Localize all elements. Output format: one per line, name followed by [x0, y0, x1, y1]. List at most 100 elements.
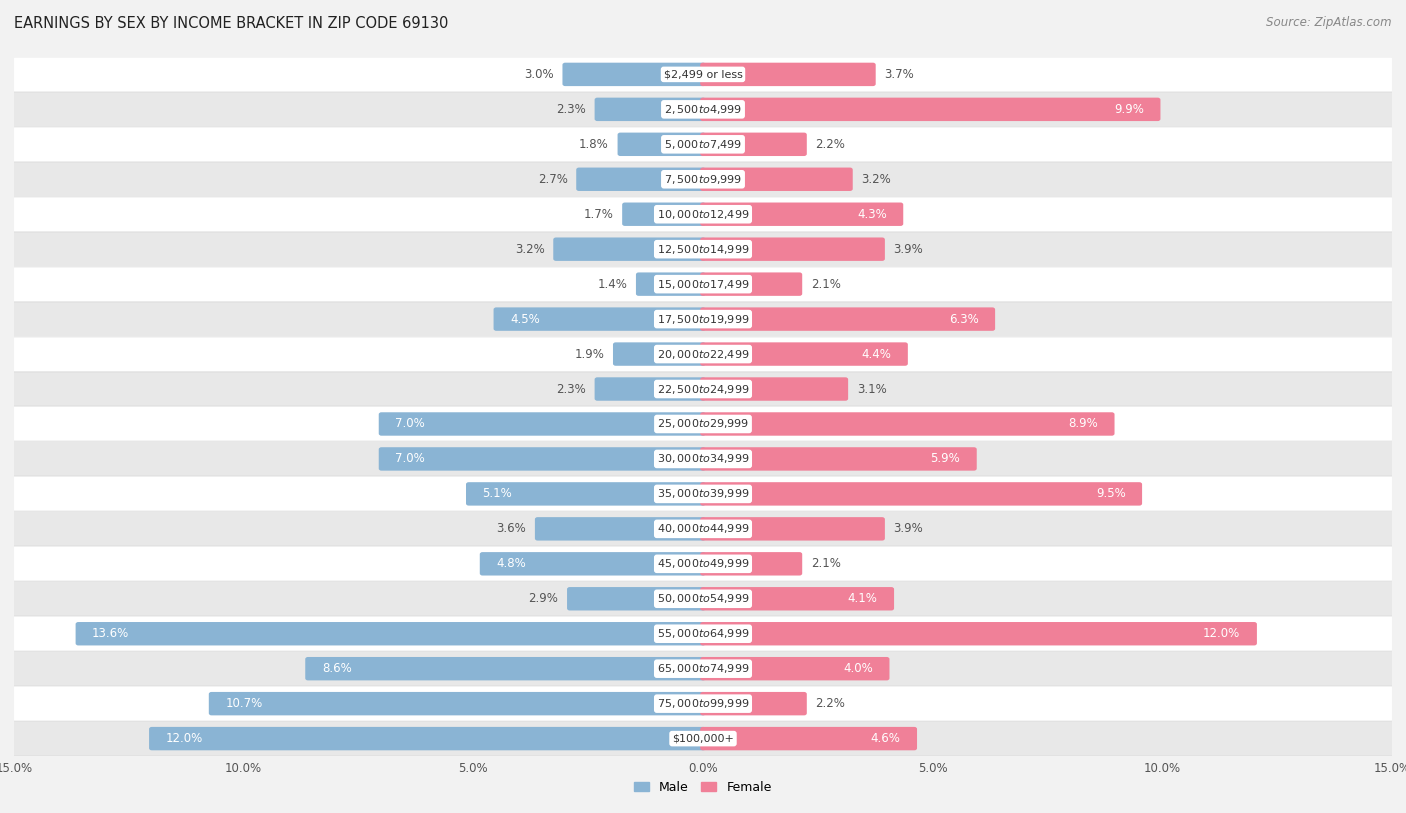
Text: 7.0%: 7.0%	[395, 418, 425, 430]
Text: 2.9%: 2.9%	[529, 593, 558, 605]
FancyBboxPatch shape	[14, 232, 1392, 267]
FancyBboxPatch shape	[700, 517, 884, 541]
FancyBboxPatch shape	[14, 651, 1392, 686]
Text: 2.2%: 2.2%	[815, 138, 845, 150]
Text: 3.2%: 3.2%	[862, 173, 891, 185]
Text: 2.1%: 2.1%	[811, 558, 841, 570]
FancyBboxPatch shape	[305, 657, 706, 680]
Text: 8.9%: 8.9%	[1069, 418, 1098, 430]
FancyBboxPatch shape	[14, 57, 1392, 92]
Text: EARNINGS BY SEX BY INCOME BRACKET IN ZIP CODE 69130: EARNINGS BY SEX BY INCOME BRACKET IN ZIP…	[14, 16, 449, 31]
FancyBboxPatch shape	[534, 517, 706, 541]
FancyBboxPatch shape	[567, 587, 706, 611]
Text: $2,499 or less: $2,499 or less	[664, 69, 742, 80]
Text: $5,000 to $7,499: $5,000 to $7,499	[664, 138, 742, 150]
FancyBboxPatch shape	[613, 342, 706, 366]
FancyBboxPatch shape	[14, 546, 1392, 581]
FancyBboxPatch shape	[14, 92, 1392, 127]
FancyBboxPatch shape	[700, 482, 1142, 506]
Text: $45,000 to $49,999: $45,000 to $49,999	[657, 558, 749, 570]
FancyBboxPatch shape	[700, 237, 884, 261]
FancyBboxPatch shape	[700, 202, 903, 226]
Text: 3.9%: 3.9%	[894, 523, 924, 535]
Text: 13.6%: 13.6%	[93, 628, 129, 640]
Text: 4.8%: 4.8%	[496, 558, 526, 570]
FancyBboxPatch shape	[576, 167, 706, 191]
FancyBboxPatch shape	[700, 98, 1160, 121]
Text: $55,000 to $64,999: $55,000 to $64,999	[657, 628, 749, 640]
Text: $7,500 to $9,999: $7,500 to $9,999	[664, 173, 742, 185]
FancyBboxPatch shape	[14, 127, 1392, 162]
FancyBboxPatch shape	[617, 133, 706, 156]
Text: $15,000 to $17,499: $15,000 to $17,499	[657, 278, 749, 290]
Text: $65,000 to $74,999: $65,000 to $74,999	[657, 663, 749, 675]
Text: 12.0%: 12.0%	[166, 733, 202, 745]
Text: 2.3%: 2.3%	[557, 103, 586, 115]
Text: 6.3%: 6.3%	[949, 313, 979, 325]
FancyBboxPatch shape	[700, 587, 894, 611]
Text: $35,000 to $39,999: $35,000 to $39,999	[657, 488, 749, 500]
FancyBboxPatch shape	[700, 552, 803, 576]
FancyBboxPatch shape	[700, 412, 1115, 436]
FancyBboxPatch shape	[14, 197, 1392, 232]
Text: $50,000 to $54,999: $50,000 to $54,999	[657, 593, 749, 605]
FancyBboxPatch shape	[700, 622, 1257, 646]
Text: $40,000 to $44,999: $40,000 to $44,999	[657, 523, 749, 535]
FancyBboxPatch shape	[14, 302, 1392, 337]
Text: 4.5%: 4.5%	[510, 313, 540, 325]
FancyBboxPatch shape	[700, 727, 917, 750]
FancyBboxPatch shape	[14, 581, 1392, 616]
Text: $12,500 to $14,999: $12,500 to $14,999	[657, 243, 749, 255]
FancyBboxPatch shape	[378, 447, 706, 471]
Text: 10.7%: 10.7%	[225, 698, 263, 710]
FancyBboxPatch shape	[595, 98, 706, 121]
FancyBboxPatch shape	[149, 727, 706, 750]
Text: 5.1%: 5.1%	[482, 488, 512, 500]
FancyBboxPatch shape	[700, 342, 908, 366]
FancyBboxPatch shape	[14, 616, 1392, 651]
FancyBboxPatch shape	[700, 167, 852, 191]
Text: 4.3%: 4.3%	[858, 208, 887, 220]
FancyBboxPatch shape	[623, 202, 706, 226]
FancyBboxPatch shape	[14, 372, 1392, 406]
FancyBboxPatch shape	[636, 272, 706, 296]
Text: 3.9%: 3.9%	[894, 243, 924, 255]
FancyBboxPatch shape	[14, 721, 1392, 756]
Text: $17,500 to $19,999: $17,500 to $19,999	[657, 313, 749, 325]
FancyBboxPatch shape	[700, 657, 890, 680]
FancyBboxPatch shape	[554, 237, 706, 261]
Text: 5.9%: 5.9%	[931, 453, 960, 465]
Text: 7.0%: 7.0%	[395, 453, 425, 465]
FancyBboxPatch shape	[700, 377, 848, 401]
Text: 2.2%: 2.2%	[815, 698, 845, 710]
FancyBboxPatch shape	[14, 337, 1392, 372]
Text: 4.0%: 4.0%	[844, 663, 873, 675]
Text: 9.9%: 9.9%	[1114, 103, 1144, 115]
Text: 1.4%: 1.4%	[598, 278, 627, 290]
Text: $100,000+: $100,000+	[672, 733, 734, 744]
Text: $2,500 to $4,999: $2,500 to $4,999	[664, 103, 742, 115]
Text: 2.1%: 2.1%	[811, 278, 841, 290]
Text: 3.0%: 3.0%	[524, 68, 554, 80]
FancyBboxPatch shape	[479, 552, 706, 576]
Text: 4.1%: 4.1%	[848, 593, 877, 605]
Text: 1.7%: 1.7%	[583, 208, 613, 220]
FancyBboxPatch shape	[76, 622, 706, 646]
Text: $75,000 to $99,999: $75,000 to $99,999	[657, 698, 749, 710]
FancyBboxPatch shape	[14, 511, 1392, 546]
FancyBboxPatch shape	[700, 447, 977, 471]
Text: 3.6%: 3.6%	[496, 523, 526, 535]
Text: 3.2%: 3.2%	[515, 243, 544, 255]
FancyBboxPatch shape	[14, 406, 1392, 441]
FancyBboxPatch shape	[209, 692, 706, 715]
Legend: Male, Female: Male, Female	[630, 776, 776, 799]
FancyBboxPatch shape	[494, 307, 706, 331]
Text: $10,000 to $12,499: $10,000 to $12,499	[657, 208, 749, 220]
Text: 3.1%: 3.1%	[856, 383, 887, 395]
FancyBboxPatch shape	[14, 476, 1392, 511]
FancyBboxPatch shape	[465, 482, 706, 506]
FancyBboxPatch shape	[14, 686, 1392, 721]
FancyBboxPatch shape	[700, 133, 807, 156]
Text: 2.3%: 2.3%	[557, 383, 586, 395]
Text: Source: ZipAtlas.com: Source: ZipAtlas.com	[1267, 16, 1392, 29]
